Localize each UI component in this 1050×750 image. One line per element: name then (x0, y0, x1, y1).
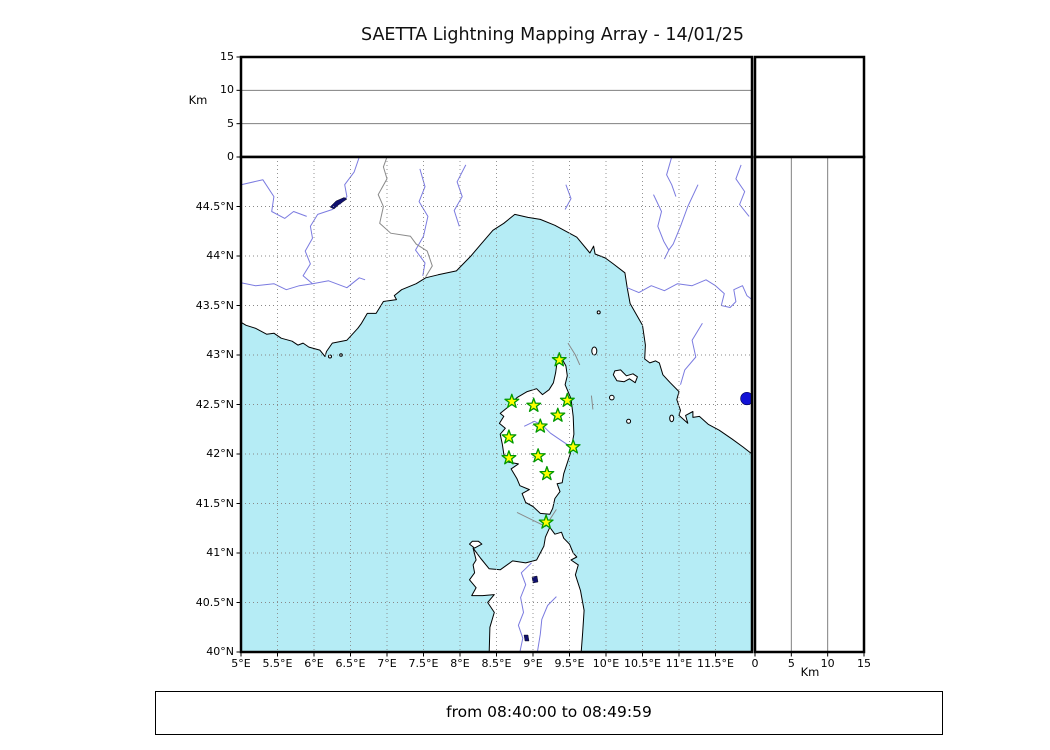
panel-tickmarks (236, 56, 865, 657)
lake-sardinia-2 (523, 634, 530, 642)
giglio-island (669, 414, 675, 423)
map-ytick-label: 42.5°N (195, 397, 234, 411)
river-arno (627, 279, 752, 308)
maritime-boundary (567, 342, 581, 366)
map-xtick-label: 11°E (665, 657, 693, 670)
map-xtick-label: 10.5°E (624, 657, 661, 670)
map-ytick-label: 40°N (206, 645, 234, 658)
map-xtick-label: 11.5°E (697, 657, 734, 670)
river (415, 168, 429, 276)
station-marker (532, 418, 548, 433)
corner-panel (755, 57, 864, 157)
time-range-text: from 08:40:00 to 08:49:59 (446, 703, 652, 721)
maritime-boundary (590, 395, 594, 410)
map-xtick-label: 6.5°E (335, 657, 366, 670)
lake-serre-poncon (329, 197, 348, 210)
river-corsica (523, 420, 573, 448)
top-panel-ytick-label: 5 (227, 116, 234, 130)
river (680, 323, 703, 385)
top-panel-ytick-label: 15 (220, 50, 234, 63)
right-panel-km-label: Km (800, 665, 820, 679)
map-xtick-label: 7.5°E (408, 657, 439, 670)
river (564, 184, 572, 210)
capraia-island (591, 346, 598, 356)
station-marker (504, 393, 520, 409)
mainland-coastline (241, 157, 752, 455)
map-ytick-label: 43.5°N (195, 298, 234, 312)
map-xtick-label: 10°E (592, 657, 620, 670)
river (241, 179, 307, 219)
station-marker (526, 397, 542, 412)
map-xtick-label: 8°E (450, 657, 470, 670)
map-frame (239, 155, 754, 654)
right-panel-xtick-label: 15 (857, 657, 871, 670)
pianosa-island (609, 394, 615, 401)
elba-island (612, 369, 638, 384)
river-sardinia-2 (536, 596, 557, 652)
right-panel-xtick-label: 0 (751, 657, 759, 670)
river (735, 164, 750, 217)
france-italy-border (377, 157, 433, 278)
top-panel-ytick-label: 0 (227, 150, 234, 163)
map-xtick-label: 5°E (231, 657, 251, 670)
station-marker (501, 450, 517, 465)
right-panel-frame (753, 155, 866, 654)
maritime-boundary-bonifacio (516, 509, 557, 527)
map-ytick-label: 40.5°N (195, 595, 234, 609)
top-panel-ytick-label: 10 (220, 83, 234, 97)
top-panel-gridlines (241, 89, 752, 125)
figure-title: SAETTA Lightning Mapping Array - 14/01/2… (361, 25, 744, 45)
map-ytick-label: 44.5°N (195, 199, 234, 213)
station-marker (539, 465, 555, 481)
right-altitude-panel (755, 157, 864, 652)
station-marker (530, 448, 546, 463)
right-panel-xtick-label: 10 (820, 657, 835, 670)
map-xtick-label: 9.5°E (554, 657, 585, 670)
right-panel-gridlines (790, 157, 829, 652)
hyeres-islet (328, 354, 332, 359)
time-range-box: from 08:40:00 to 08:49:59 (155, 691, 943, 735)
station-marker (565, 439, 581, 454)
map-xtick-label: 7°E (377, 657, 397, 670)
top-altitude-panel (241, 57, 752, 157)
river (302, 205, 366, 289)
edge-marker (740, 391, 752, 406)
map-gridlines (241, 157, 752, 652)
corsica-island (498, 353, 575, 515)
river (241, 282, 313, 291)
map-ytick-label: 41°N (206, 546, 234, 559)
top-panel-km-label: Km (188, 93, 208, 107)
right-panel-xtick-label: 5 (787, 657, 795, 670)
river (668, 184, 699, 251)
station-marker (538, 514, 554, 529)
map-ytick-label: 41.5°N (195, 496, 234, 510)
map-ytick-label: 42°N (206, 447, 234, 460)
montecristo-island (626, 418, 632, 424)
map-panel (236, 155, 754, 657)
asinara-island (469, 540, 483, 549)
gorgona-island (596, 310, 601, 315)
map-xtick-label: 5.5°E (262, 657, 293, 670)
map-ytick-label: 44°N (206, 249, 234, 262)
station-marker (551, 352, 567, 367)
station-marker (550, 407, 566, 422)
map-xtick-label: 8.5°E (481, 657, 512, 670)
river (666, 157, 677, 197)
station-marker (501, 429, 517, 444)
station-marker (559, 392, 575, 408)
map-xtick-label: 9°E (523, 657, 543, 670)
river (653, 194, 670, 260)
map-xtick-label: 6°E (304, 657, 324, 670)
map-markers (501, 352, 752, 529)
river (453, 164, 467, 227)
sardinia-island (469, 526, 585, 652)
map-ytick-label: 43°N (206, 348, 234, 361)
river-sardinia (517, 562, 532, 652)
